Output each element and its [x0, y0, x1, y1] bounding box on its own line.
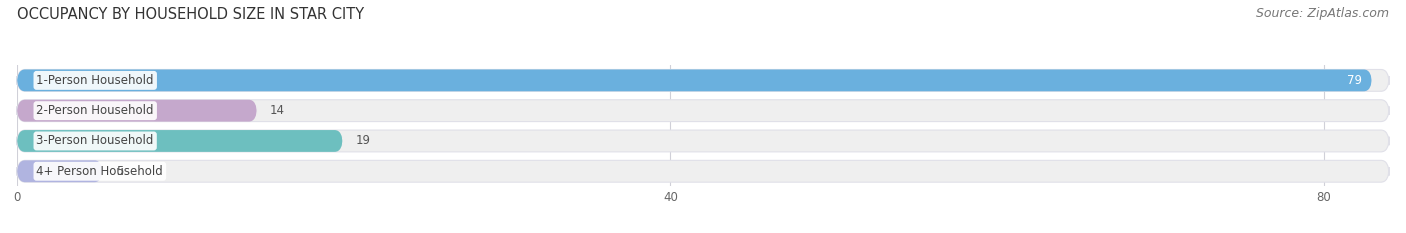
Text: Source: ZipAtlas.com: Source: ZipAtlas.com	[1256, 7, 1389, 20]
FancyBboxPatch shape	[17, 69, 1389, 91]
Text: OCCUPANCY BY HOUSEHOLD SIZE IN STAR CITY: OCCUPANCY BY HOUSEHOLD SIZE IN STAR CITY	[17, 7, 364, 22]
FancyBboxPatch shape	[17, 160, 103, 182]
Text: 3-Person Household: 3-Person Household	[37, 134, 153, 147]
Text: 2-Person Household: 2-Person Household	[37, 104, 155, 117]
Text: 5: 5	[115, 165, 124, 178]
FancyBboxPatch shape	[17, 130, 343, 152]
Text: 14: 14	[270, 104, 285, 117]
Text: 19: 19	[356, 134, 371, 147]
Text: 4+ Person Household: 4+ Person Household	[37, 165, 163, 178]
FancyBboxPatch shape	[17, 160, 1389, 182]
FancyBboxPatch shape	[17, 69, 1372, 91]
FancyBboxPatch shape	[17, 100, 1389, 122]
Text: 1-Person Household: 1-Person Household	[37, 74, 155, 87]
Text: 79: 79	[1347, 74, 1362, 87]
FancyBboxPatch shape	[17, 100, 257, 122]
FancyBboxPatch shape	[17, 130, 1389, 152]
